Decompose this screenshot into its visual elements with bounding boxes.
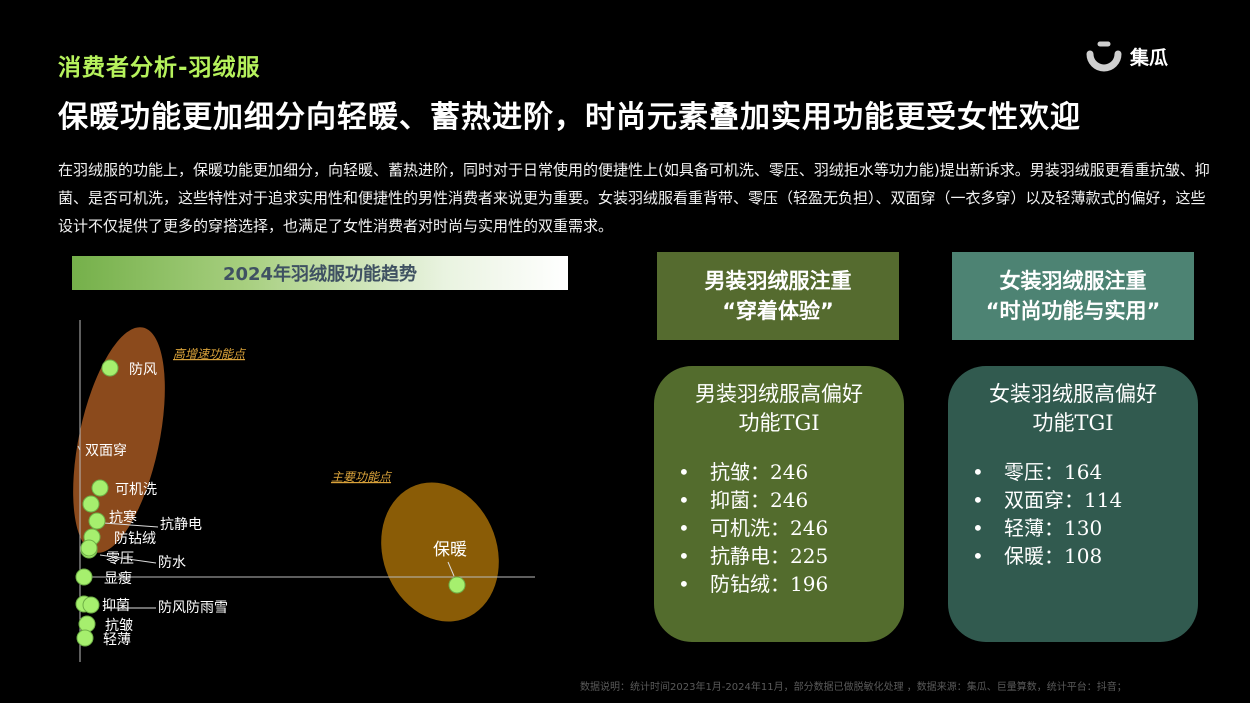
headline: 保暖功能更加细分向轻暖、蓄热进阶，时尚元素叠加实用功能更受女性欢迎 <box>58 100 1081 135</box>
cluster-main <box>381 482 499 622</box>
female-card-title-line2: 功能TGI <box>1032 411 1114 435</box>
leader-line <box>447 561 455 577</box>
leader-lines <box>77 445 455 609</box>
body-paragraph: 在羽绒服的功能上，保暖功能更加细分，向轻暖、蓄热进阶，同时对于日常使用的便捷性上… <box>58 161 1210 235</box>
list-item: 抗静电：225 <box>678 542 904 570</box>
female-card-title-line1: 女装羽绒服高偏好 <box>989 382 1157 406</box>
male-card-title-line2: 功能TGI <box>738 411 820 435</box>
list-item: 双面穿：114 <box>972 486 1198 514</box>
data-point <box>75 568 93 586</box>
female-panel-header: 女装羽绒服注重 “时尚功能与实用” <box>952 252 1194 340</box>
list-item: 可机洗：246 <box>678 514 904 542</box>
point-label: 零压 <box>106 551 134 567</box>
function-trend-scatter: 高增速功能点 主要功能点 防风双面穿可机洗抗寒 抗静电防钻绒零压 防水显瘦保暖抑菌防… <box>73 320 535 662</box>
data-point <box>80 539 98 557</box>
female-tgi-card: 女装羽绒服高偏好 功能TGI 零压：164 双面穿：114 轻薄：130 保暖：… <box>948 366 1198 642</box>
leader-line <box>77 445 81 451</box>
data-point <box>76 629 94 647</box>
logo: 集瓜 <box>1086 40 1196 72</box>
point-label: 双面穿 <box>85 443 127 459</box>
male-panel-header: 男装羽绒服注重 “穿着体验” <box>657 252 899 340</box>
data-point <box>82 495 100 513</box>
male-tgi-list: 抗皱：246 抑菌：246 可机洗：246 抗静电：225 防钻绒：196 <box>654 458 904 598</box>
list-item: 防钻绒：196 <box>678 570 904 598</box>
point-label: 显瘦 <box>104 570 132 587</box>
cluster-label-main: 主要功能点 <box>331 470 393 484</box>
data-point <box>101 359 119 377</box>
leader-line <box>103 522 159 528</box>
section-title: 消费者分析-羽绒服 <box>58 55 261 81</box>
logo-text: 集瓜 <box>1130 47 1169 69</box>
point-label: 防风防雨雪 <box>158 600 228 616</box>
chart-title: 2024年羽绒服功能趋势 <box>222 264 418 285</box>
list-item: 保暖：108 <box>972 542 1198 570</box>
female-head-line1: 女装羽绒服注重 <box>999 269 1147 293</box>
data-point <box>91 479 109 497</box>
point-label: 可机洗 <box>115 482 157 498</box>
male-tgi-card: 男装羽绒服高偏好 功能TGI 抗皱：246 抑菌：246 可机洗：246 抗静电… <box>654 366 904 642</box>
leader-line <box>99 554 157 564</box>
footnote: 数据说明：统计时间2023年1月-2024年11月，部分数据已做脱敏化处理 ，数… <box>580 682 1127 693</box>
data-points <box>75 359 466 647</box>
data-point <box>82 596 100 614</box>
point-label: 防风 <box>129 362 157 378</box>
list-item: 抗皱：246 <box>678 458 904 486</box>
list-item: 抑菌：246 <box>678 486 904 514</box>
data-point <box>448 576 466 594</box>
point-label: 保暖 <box>433 540 467 560</box>
female-head-line2: “时尚功能与实用” <box>985 299 1161 323</box>
data-point <box>78 615 96 633</box>
point-label: 防水 <box>158 555 186 571</box>
cluster-high-growth <box>73 327 165 553</box>
list-item: 零压：164 <box>972 458 1198 486</box>
list-item: 轻薄：130 <box>972 514 1198 542</box>
logo-mark-icon <box>1086 41 1122 72</box>
male-head-line1: 男装羽绒服注重 <box>704 269 852 293</box>
point-label: 轻薄 <box>103 632 131 648</box>
point-label: 防钻绒 <box>114 531 156 547</box>
male-card-title-line1: 男装羽绒服高偏好 <box>695 382 863 406</box>
point-label: 抑菌 <box>102 598 130 614</box>
point-label: 抗皱 <box>105 618 133 634</box>
point-label: 抗静电 <box>160 517 202 533</box>
data-point <box>88 512 106 530</box>
chart-title-banner: 2024年羽绒服功能趋势 <box>72 256 568 290</box>
male-head-line2: “穿着体验” <box>722 299 834 323</box>
cluster-label-high-growth: 高增速功能点 <box>173 347 247 361</box>
point-label: 抗寒 <box>109 509 137 526</box>
female-tgi-list: 零压：164 双面穿：114 轻薄：130 保暖：108 <box>948 458 1198 570</box>
